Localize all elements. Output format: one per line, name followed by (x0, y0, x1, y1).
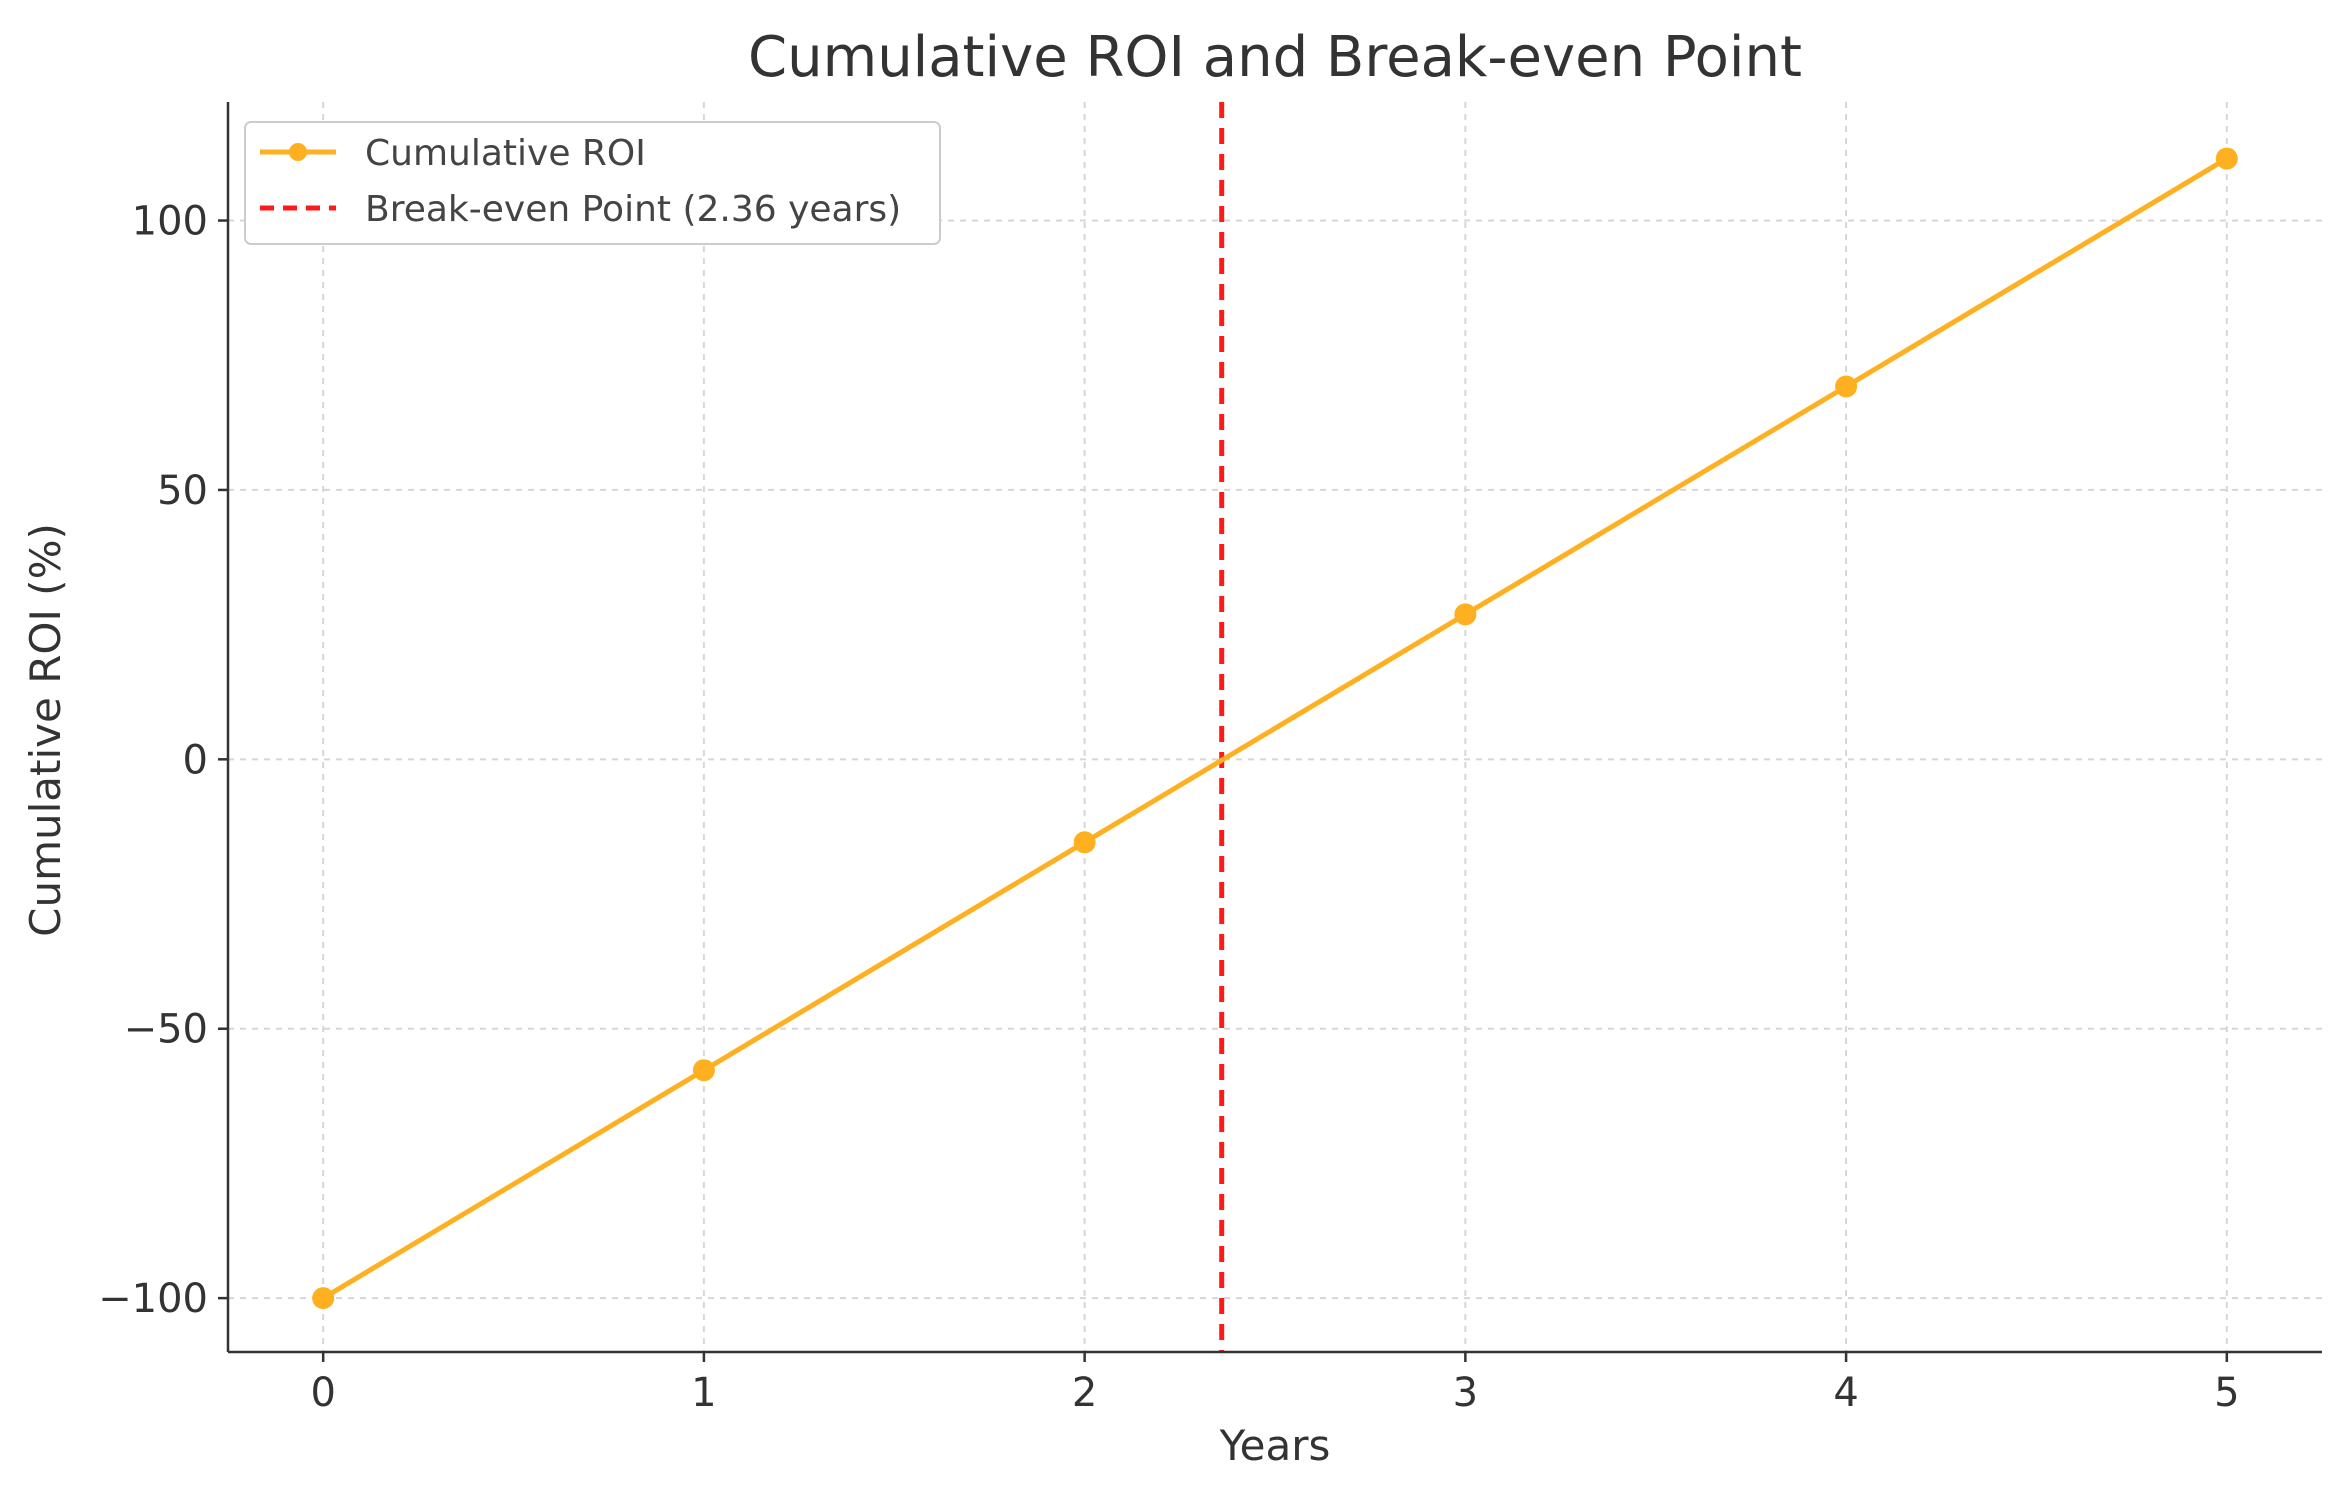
series-layer (312, 147, 2238, 1310)
series-line-0 (320, 156, 2230, 1301)
y-tick-label-1: −50 (124, 1007, 208, 1053)
x-tick-label-1: 1 (691, 1370, 716, 1416)
grid (228, 102, 2322, 1352)
x-axis-label: Years (1219, 1421, 1331, 1470)
y-tick-label-4: 100 (132, 199, 208, 245)
y-tick-label-0: −100 (98, 1276, 208, 1322)
legend-vline-label: Break-even Point (2.36 years) (365, 189, 901, 230)
x-tick-label-2: 2 (1072, 1370, 1097, 1416)
y-axis-label: Cumulative ROI (%) (21, 523, 70, 937)
data-point-0-5 (2215, 147, 2238, 170)
data-point-0-4 (1835, 375, 1858, 398)
axes-frame (226, 102, 2322, 1354)
legend-box (244, 121, 941, 245)
legend: Cumulative ROI Break-even Point (2.36 ye… (244, 121, 941, 245)
legend-series-label: Cumulative ROI (365, 133, 646, 174)
x-tick-label-5: 5 (2214, 1370, 2239, 1416)
chart-title: Cumulative ROI and Break-even Point (748, 25, 1802, 90)
y-tick-label-2: 0 (183, 737, 208, 783)
data-point-0-0 (312, 1287, 335, 1310)
legend-series-marker (289, 143, 307, 161)
y-tick-label-3: 50 (157, 468, 208, 514)
data-point-0-1 (692, 1059, 715, 1082)
x-tick-label-0: 0 (310, 1370, 335, 1416)
data-point-0-3 (1454, 603, 1477, 626)
data-point-0-2 (1073, 831, 1096, 854)
x-tick-label-4: 4 (1833, 1370, 1858, 1416)
x-tick-label-3: 3 (1453, 1370, 1478, 1416)
ticks: 0 1 2 3 4 5 −100 −50 0 50 100 (98, 199, 2239, 1416)
